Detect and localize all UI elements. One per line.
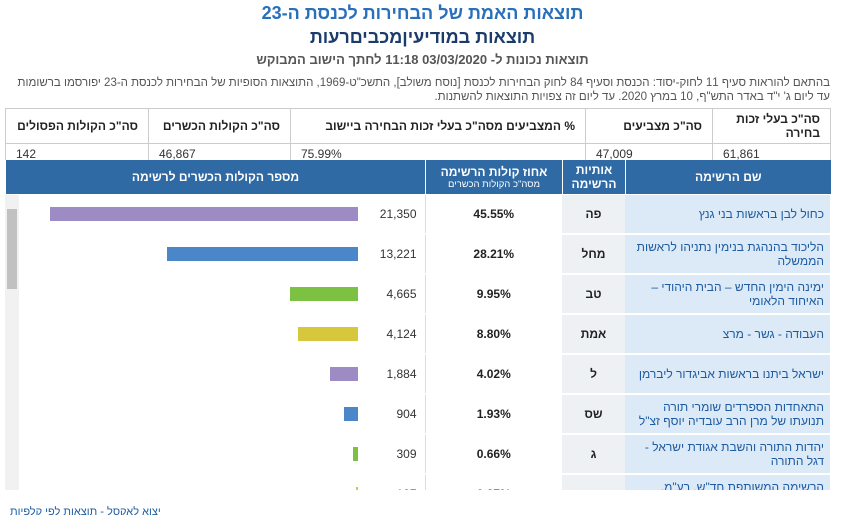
- votes-number: 1,884: [386, 367, 417, 381]
- result-row: הרשימה המשותפת חד"ש, רע"מ, תע"ל, בל"דודע…: [5, 474, 830, 490]
- votes-bar: [166, 247, 358, 261]
- summary-label: סה"כ הקולות הכשרים: [148, 108, 291, 144]
- list-letters: ל: [562, 354, 625, 395]
- result-row: יהדות התורה והשבת אגודת ישראל - דגל התור…: [5, 434, 830, 475]
- results-scroll[interactable]: כחול לבן בראשות בני גנץ פה 45.55% 21,350 הלי…: [5, 195, 830, 490]
- list-name: יהדות התורה והשבת אגודת ישראל - דגל התור…: [625, 434, 830, 475]
- list-votes: 309: [5, 434, 425, 475]
- scrollbar[interactable]: [5, 195, 19, 490]
- list-percent: 45.55%: [424, 195, 562, 235]
- list-votes: 127: [5, 474, 425, 490]
- summary-header: סה"כ בעלי זכות בחירה סה"כ מצביעים% המצביע…: [5, 108, 831, 144]
- summary-label: % המצביעים מסה"כ בעלי זכות הבחירה ביישוב: [290, 108, 586, 144]
- votes-number: 13,221: [379, 247, 417, 261]
- summary-value: 142: [5, 143, 149, 165]
- votes-bar: [298, 327, 358, 341]
- header-percent: אחוז קולות הרשימה מסה"כ הקולות הכשרים: [425, 160, 563, 194]
- votes-number: 127: [396, 487, 416, 490]
- list-letters: ג: [562, 434, 625, 475]
- list-votes: 4,665: [5, 274, 425, 315]
- list-letters: טב: [562, 274, 625, 315]
- list-letters: שס: [562, 394, 625, 435]
- list-percent: 0.66%: [424, 434, 562, 475]
- subtitle: תוצאות במודיעיןמכביםרעות: [309, 27, 536, 47]
- list-name: הרשימה המשותפת חד"ש, רע"מ, תע"ל, בל"ד: [625, 474, 830, 490]
- votes-bar: [353, 447, 358, 461]
- list-percent: 9.95%: [424, 274, 562, 315]
- header-percent-title: אחוז קולות הרשימה: [440, 164, 548, 179]
- list-votes: 1,884: [5, 354, 425, 395]
- list-percent: 4.02%: [424, 354, 562, 395]
- header-letters: אותיות הרשימה: [562, 160, 626, 194]
- list-letters: אמת: [562, 314, 625, 355]
- list-percent: 28.21%: [424, 234, 562, 275]
- list-percent: 1.93%: [424, 394, 562, 435]
- header-name: שם הרשימה: [625, 160, 831, 194]
- result-row: ישראל ביתנו בראשות אביגדור ליברמן ל 4.02% 1…: [5, 354, 830, 395]
- results-table: כחול לבן בראשות בני גנץ פה 45.55% 21,350 הלי…: [5, 195, 830, 490]
- votes-number: 309: [396, 447, 417, 461]
- summary-label: סה"כ הקולות הפסולים: [5, 108, 149, 144]
- result-row: כחול לבן בראשות בני גנץ פה 45.55% 21,350: [5, 195, 830, 235]
- list-name: הליכוד בהנהגת בנימין נתניהו לראשות הממשל…: [625, 234, 830, 275]
- list-votes: 904: [5, 394, 425, 435]
- summary-label: סה"כ בעלי זכות בחירה: [712, 108, 831, 144]
- header-votes: מספר הקולות הכשרים לרשימה: [5, 160, 426, 194]
- scrollbar-thumb[interactable]: [7, 209, 17, 289]
- votes-bar: [290, 287, 358, 301]
- votes-bar: [355, 487, 358, 490]
- results-header: שם הרשימה אותיות הרשימה אחוז קולות הרשימ…: [5, 160, 831, 194]
- result-row: ימינה הימין החדש – הבית היהודי – האיחוד …: [5, 274, 830, 315]
- list-votes: 4,124: [5, 314, 425, 355]
- result-row: הליכוד בהנהגת בנימין נתניהו לראשות הממשל…: [5, 234, 830, 275]
- list-letters: מחל: [562, 234, 625, 275]
- votes-bar: [330, 367, 358, 381]
- list-name: כחול לבן בראשות בני גנץ: [625, 195, 830, 235]
- votes-bar: [49, 207, 358, 221]
- list-votes: 21,350: [5, 195, 425, 235]
- notice: בהתאם להוראות סעיף 11 לחוק-יסוד: הכנסת ו…: [17, 77, 830, 103]
- summary-table: סה"כ בעלי זכות בחירה סה"כ מצביעים% המצביע…: [5, 108, 831, 165]
- result-row: התאחדות הספרדים שומרי תורה תנועתו של מרן…: [5, 394, 830, 435]
- list-letters: פה: [562, 195, 625, 235]
- list-name: התאחדות הספרדים שומרי תורה תנועתו של מרן…: [625, 394, 830, 435]
- votes-number: 4,665: [386, 287, 417, 301]
- list-name: ימינה הימין החדש – הבית היהודי – האיחוד …: [625, 274, 830, 315]
- header-percent-note: מסה"כ הקולות הכשרים: [447, 178, 541, 190]
- list-letters: ודעם: [562, 474, 625, 490]
- title: תוצאות האמת של הבחירות לכנסת ה-23: [261, 3, 584, 23]
- votes-number: 21,350: [379, 207, 417, 221]
- summary-label: סה"כ מצביעים: [585, 108, 713, 144]
- votes-number: 904: [396, 407, 417, 421]
- result-row: העבודה - גשר - מרצ אמת 8.80% 4,124: [5, 314, 830, 355]
- list-name: העבודה - גשר - מרצ: [625, 314, 830, 355]
- votes-number: 4,124: [386, 327, 417, 341]
- votes-bar: [344, 407, 358, 421]
- list-percent: 0.27%: [424, 474, 562, 490]
- list-name: ישראל ביתנו בראשות אביגדור ליברמן: [625, 354, 830, 395]
- list-percent: 8.80%: [424, 314, 562, 355]
- timestamp: תוצאות נכונות ל- 03/03/2020 11:18 לחתך ה…: [256, 52, 589, 67]
- excel-link[interactable]: יצוא לאקסל - תוצאות לפי קלפיות: [10, 506, 161, 515]
- list-votes: 13,221: [5, 234, 425, 275]
